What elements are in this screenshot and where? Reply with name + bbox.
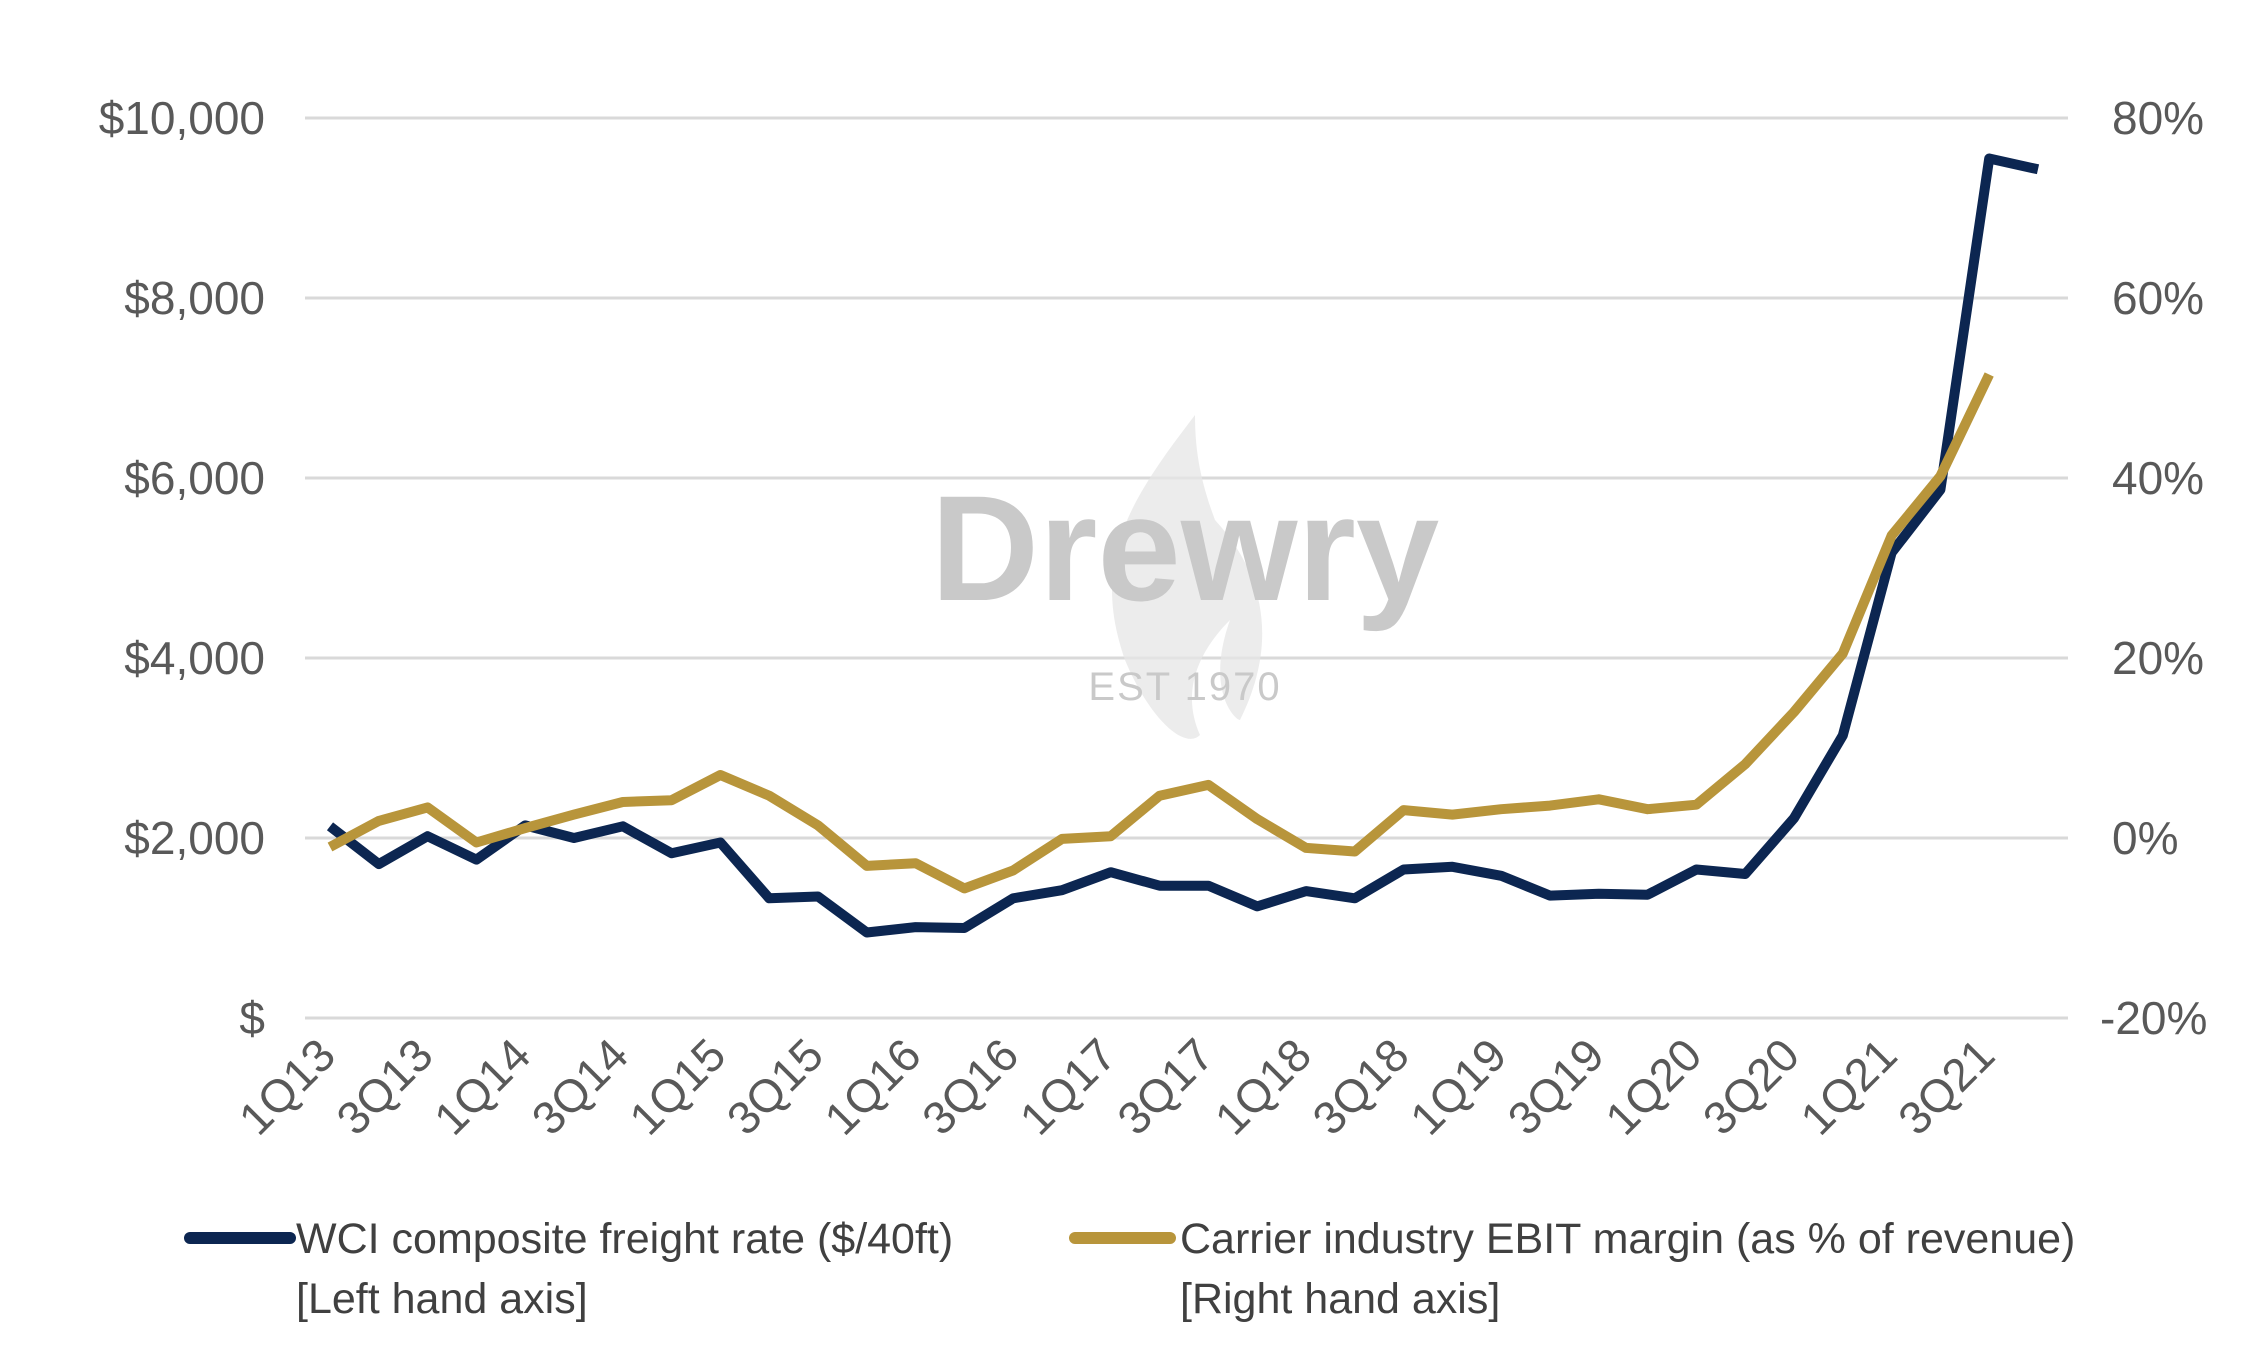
right-tick-label: 80% xyxy=(2112,92,2204,144)
right-tick-label: -20% xyxy=(2100,992,2207,1044)
x-tick-label: 3Q17 xyxy=(1107,1028,1223,1144)
watermark: Drewry EST 1970 xyxy=(931,415,1440,739)
x-tick-label: 3Q13 xyxy=(326,1028,442,1144)
left-tick-label: $6,000 xyxy=(124,452,265,504)
x-tick-label: 1Q18 xyxy=(1205,1028,1321,1144)
left-tick-label: $2,000 xyxy=(124,812,265,864)
x-tick-label: 1Q21 xyxy=(1790,1028,1906,1144)
series-line-ebit xyxy=(327,372,1994,894)
left-tick-label: $4,000 xyxy=(124,632,265,684)
watermark-subtitle: EST 1970 xyxy=(1088,665,1281,709)
legend-note-ebit: [Right hand axis] xyxy=(1180,1275,1500,1323)
left-axis: $ $2,000 $4,000 $6,000 $8,000 $10,000 xyxy=(99,92,265,1044)
x-tick-label: 3Q14 xyxy=(522,1028,638,1144)
x-tick-label: 1Q19 xyxy=(1400,1028,1516,1144)
x-tick-label: 1Q14 xyxy=(424,1028,540,1144)
right-tick-label: 0% xyxy=(2112,812,2178,864)
x-tick-label: 3Q18 xyxy=(1302,1028,1418,1144)
x-tick-label: 3Q20 xyxy=(1693,1028,1809,1144)
legend-label-ebit: Carrier industry EBIT margin (as % of re… xyxy=(1180,1215,2075,1263)
x-axis: 1Q133Q131Q143Q141Q153Q151Q163Q161Q173Q17… xyxy=(229,1028,2005,1144)
x-tick-label: 1Q16 xyxy=(814,1028,930,1144)
right-tick-label: 40% xyxy=(2112,452,2204,504)
series-layer xyxy=(326,153,2040,938)
legend-label-wci: WCI composite freight rate ($/40ft) xyxy=(296,1215,953,1263)
flame-logo xyxy=(1112,415,1263,739)
right-tick-label: 60% xyxy=(2112,272,2204,324)
right-axis: -20% 0% 20% 40% 60% 80% xyxy=(2100,92,2207,1044)
legend-note-wci: [Left hand axis] xyxy=(296,1275,588,1323)
left-tick-label: $ xyxy=(239,992,265,1044)
series-line-wci xyxy=(326,153,2040,938)
x-tick-label: 1Q13 xyxy=(229,1028,345,1144)
left-tick-label: $8,000 xyxy=(124,272,265,324)
watermark-brand: Drewry xyxy=(931,464,1440,632)
x-tick-label: 1Q20 xyxy=(1595,1028,1711,1144)
left-tick-label: $10,000 xyxy=(99,92,265,144)
x-tick-label: 1Q17 xyxy=(1010,1028,1126,1144)
x-tick-label: 3Q16 xyxy=(912,1028,1028,1144)
x-tick-label: 3Q15 xyxy=(717,1028,833,1144)
x-tick-label: 3Q19 xyxy=(1498,1028,1614,1144)
x-tick-label: 3Q21 xyxy=(1888,1028,2004,1144)
legend: WCI composite freight rate ($/40ft) [Lef… xyxy=(184,1215,2075,1323)
right-tick-label: 20% xyxy=(2112,632,2204,684)
x-tick-label: 1Q15 xyxy=(619,1028,735,1144)
